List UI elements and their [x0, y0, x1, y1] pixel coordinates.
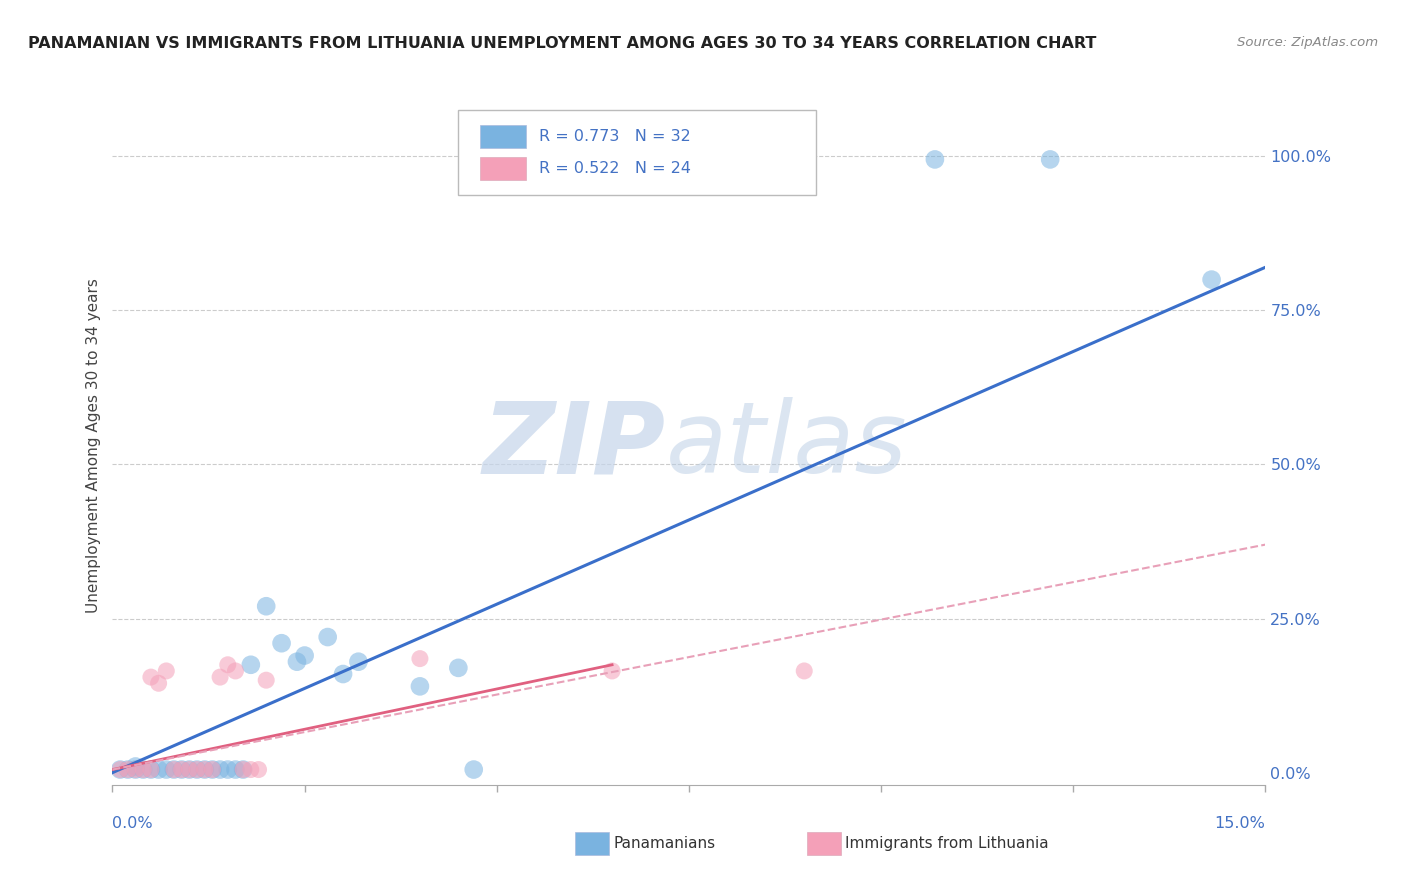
Point [124, 759, 146, 773]
Point [270, 636, 292, 650]
Point [186, 763, 208, 777]
Point [316, 630, 339, 644]
Point [186, 763, 208, 777]
Point [285, 655, 308, 669]
Point [239, 763, 262, 777]
Point [294, 648, 316, 663]
Text: R = 0.522   N = 24: R = 0.522 N = 24 [538, 161, 692, 177]
Point [254, 599, 277, 614]
Point [201, 763, 224, 777]
FancyBboxPatch shape [481, 157, 526, 180]
Point [108, 763, 131, 777]
Point [600, 664, 623, 678]
Point [148, 763, 170, 777]
Point [239, 657, 262, 672]
Point [201, 763, 224, 777]
Point [124, 763, 146, 777]
Text: ZIP: ZIP [482, 398, 666, 494]
Point [224, 763, 246, 777]
Point [1201, 272, 1223, 286]
Point [170, 763, 193, 777]
Text: Panamanians: Panamanians [613, 837, 716, 851]
Text: R = 0.773   N = 32: R = 0.773 N = 32 [538, 128, 690, 144]
Point [163, 763, 186, 777]
Point [148, 676, 170, 690]
Point [793, 664, 815, 678]
Point [132, 763, 155, 777]
Point [194, 763, 217, 777]
Point [1039, 153, 1062, 167]
Point [108, 763, 131, 777]
Point [332, 667, 354, 681]
Point [139, 670, 162, 684]
Point [254, 673, 277, 688]
Point [155, 763, 177, 777]
Text: PANAMANIAN VS IMMIGRANTS FROM LITHUANIA UNEMPLOYMENT AMONG AGES 30 TO 34 YEARS C: PANAMANIAN VS IMMIGRANTS FROM LITHUANIA … [28, 36, 1097, 51]
Point [124, 763, 146, 777]
Point [155, 664, 177, 678]
FancyBboxPatch shape [458, 111, 815, 195]
Point [117, 763, 139, 777]
Point [179, 763, 201, 777]
Point [232, 763, 254, 777]
Point [463, 763, 485, 777]
Point [447, 661, 470, 675]
Point [924, 153, 946, 167]
Text: 0.0%: 0.0% [112, 816, 153, 831]
Text: atlas: atlas [666, 398, 907, 494]
Point [209, 763, 232, 777]
Point [194, 763, 217, 777]
Point [232, 763, 254, 777]
FancyBboxPatch shape [481, 126, 526, 148]
Text: Source: ZipAtlas.com: Source: ZipAtlas.com [1237, 36, 1378, 49]
Point [224, 664, 246, 678]
Point [139, 763, 162, 777]
Point [247, 763, 270, 777]
Point [170, 763, 193, 777]
Point [132, 763, 155, 777]
Point [409, 651, 432, 665]
Point [409, 679, 432, 693]
Point [117, 763, 139, 777]
Text: 15.0%: 15.0% [1215, 816, 1265, 831]
Point [163, 763, 186, 777]
Text: Immigrants from Lithuania: Immigrants from Lithuania [845, 837, 1049, 851]
Point [217, 657, 239, 672]
Point [217, 763, 239, 777]
Point [139, 763, 162, 777]
Y-axis label: Unemployment Among Ages 30 to 34 years: Unemployment Among Ages 30 to 34 years [86, 278, 101, 614]
Point [179, 763, 201, 777]
Point [209, 670, 232, 684]
Point [347, 655, 370, 669]
